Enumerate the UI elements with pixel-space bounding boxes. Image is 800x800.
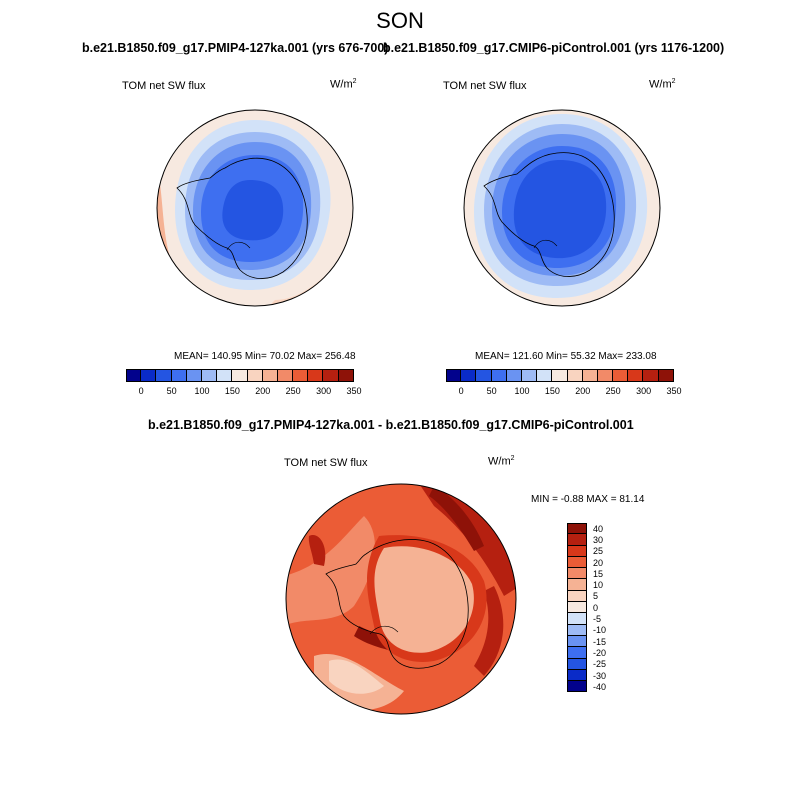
colorbar-box bbox=[567, 647, 587, 659]
colorbar-label: 0 bbox=[593, 602, 599, 613]
right-colorbar bbox=[446, 369, 674, 382]
colorbar-box bbox=[521, 369, 538, 382]
colorbar-label: 20 bbox=[593, 557, 604, 568]
right-variable-label: TOM net SW flux bbox=[443, 80, 527, 92]
colorbar-tick-label: 250 bbox=[605, 386, 621, 396]
colorbar-box bbox=[582, 369, 598, 382]
diff-panel-title: b.e21.B1850.f09_g17.PMIP4-127ka.001 - b.… bbox=[148, 418, 634, 432]
colorbar-box bbox=[277, 369, 294, 382]
colorbar-box bbox=[186, 369, 202, 382]
colorbar-box bbox=[232, 369, 248, 382]
diff-polar-map bbox=[285, 483, 517, 715]
colorbar-label: 30 bbox=[593, 534, 604, 545]
colorbar-box bbox=[567, 669, 587, 682]
colorbar-box bbox=[567, 556, 587, 569]
diff-variable-label: TOM net SW flux bbox=[284, 457, 368, 469]
colorbar-box bbox=[658, 369, 674, 382]
colorbar-box bbox=[567, 369, 583, 382]
colorbar-tick-label: 200 bbox=[575, 386, 591, 396]
colorbar-label: -30 bbox=[593, 670, 607, 681]
diff-colorbar: 40 30 25 20 15 10 5 0 -5 -10 -15 -20 -25 -30 -40 bbox=[567, 523, 606, 693]
colorbar-label: -10 bbox=[593, 625, 607, 636]
colorbar-box bbox=[491, 369, 507, 382]
left-stats: MEAN= 140.95 Min= 70.02 Max= 256.48 bbox=[174, 351, 356, 362]
left-unit-label: W/m2 bbox=[330, 78, 357, 91]
colorbar-box bbox=[262, 369, 278, 382]
colorbar-box bbox=[217, 369, 233, 382]
colorbar-tick-label: 350 bbox=[666, 386, 682, 396]
colorbar-box bbox=[338, 369, 354, 382]
colorbar-box bbox=[156, 369, 172, 382]
left-colorbar bbox=[126, 369, 354, 382]
colorbar-label: 10 bbox=[593, 580, 604, 591]
colorbar-tick-label: 150 bbox=[224, 386, 240, 396]
colorbar-label: -15 bbox=[593, 636, 607, 647]
colorbar-box bbox=[476, 369, 492, 382]
colorbar-box bbox=[308, 369, 324, 382]
figure-title: SON bbox=[376, 8, 424, 33]
colorbar-box bbox=[537, 369, 553, 382]
colorbar-box bbox=[552, 369, 568, 382]
colorbar-box bbox=[567, 613, 587, 625]
colorbar-box bbox=[567, 590, 587, 603]
colorbar-box bbox=[247, 369, 263, 382]
left-polar-map bbox=[156, 109, 354, 307]
colorbar-box bbox=[446, 369, 462, 382]
colorbar-box bbox=[628, 369, 644, 382]
colorbar-label: -5 bbox=[593, 614, 602, 625]
colorbar-label: 15 bbox=[593, 568, 604, 579]
colorbar-box bbox=[506, 369, 522, 382]
colorbar-box bbox=[323, 369, 339, 382]
colorbar-tick-label: 100 bbox=[194, 386, 210, 396]
colorbar-label: -25 bbox=[593, 659, 607, 670]
diff-stats: MIN = -0.88 MAX = 81.14 bbox=[531, 494, 645, 505]
colorbar-tick-label: 50 bbox=[486, 386, 497, 396]
antarctica-coastline bbox=[325, 539, 469, 669]
antarctica-coastline bbox=[483, 152, 615, 277]
colorbar-label: -20 bbox=[593, 647, 607, 658]
colorbar-label: 25 bbox=[593, 546, 604, 557]
colorbar-box bbox=[597, 369, 614, 382]
colorbar-box bbox=[567, 624, 587, 636]
colorbar-box bbox=[171, 369, 187, 382]
colorbar-tick-label: 300 bbox=[316, 386, 332, 396]
colorbar-box bbox=[201, 369, 218, 382]
colorbar-box bbox=[567, 658, 587, 670]
right-unit-label: W/m2 bbox=[649, 78, 676, 91]
colorbar-box bbox=[567, 635, 587, 648]
antarctica-coastline bbox=[176, 157, 308, 279]
colorbar-box bbox=[567, 534, 587, 546]
colorbar-tick-label: 0 bbox=[458, 386, 464, 396]
colorbar-tick-label: 50 bbox=[166, 386, 177, 396]
colorbar-label: 40 bbox=[593, 523, 604, 534]
diff-unit-label: W/m2 bbox=[488, 455, 515, 468]
colorbar-box bbox=[567, 579, 587, 591]
colorbar-label: 5 bbox=[593, 591, 599, 602]
colorbar-box bbox=[293, 369, 309, 382]
colorbar-tick-label: 200 bbox=[255, 386, 271, 396]
colorbar-box bbox=[141, 369, 157, 382]
left-panel-title: b.e21.B1850.f09_g17.PMIP4-127ka.001 (yrs… bbox=[82, 41, 389, 55]
colorbar-tick-label: 350 bbox=[346, 386, 362, 396]
right-polar-map bbox=[463, 109, 661, 307]
colorbar-tick-label: 250 bbox=[285, 386, 301, 396]
colorbar-box bbox=[613, 369, 629, 382]
colorbar-box bbox=[567, 523, 587, 535]
colorbar-tick-label: 300 bbox=[636, 386, 652, 396]
right-panel-title: b.e21.B1850.f09_g17.CMIP6-piControl.001 … bbox=[383, 41, 725, 55]
colorbar-box bbox=[567, 545, 587, 557]
colorbar-box bbox=[567, 568, 587, 580]
colorbar-box bbox=[126, 369, 142, 382]
colorbar-tick-label: 0 bbox=[138, 386, 144, 396]
colorbar-box bbox=[461, 369, 477, 382]
colorbar-tick-label: 150 bbox=[544, 386, 560, 396]
colorbar-box bbox=[567, 681, 587, 693]
right-stats: MEAN= 121.60 Min= 55.32 Max= 233.08 bbox=[475, 351, 657, 362]
colorbar-box bbox=[567, 602, 587, 614]
colorbar-tick-label: 100 bbox=[514, 386, 530, 396]
left-variable-label: TOM net SW flux bbox=[122, 80, 206, 92]
colorbar-box bbox=[643, 369, 659, 382]
colorbar-label: -40 bbox=[593, 681, 607, 692]
